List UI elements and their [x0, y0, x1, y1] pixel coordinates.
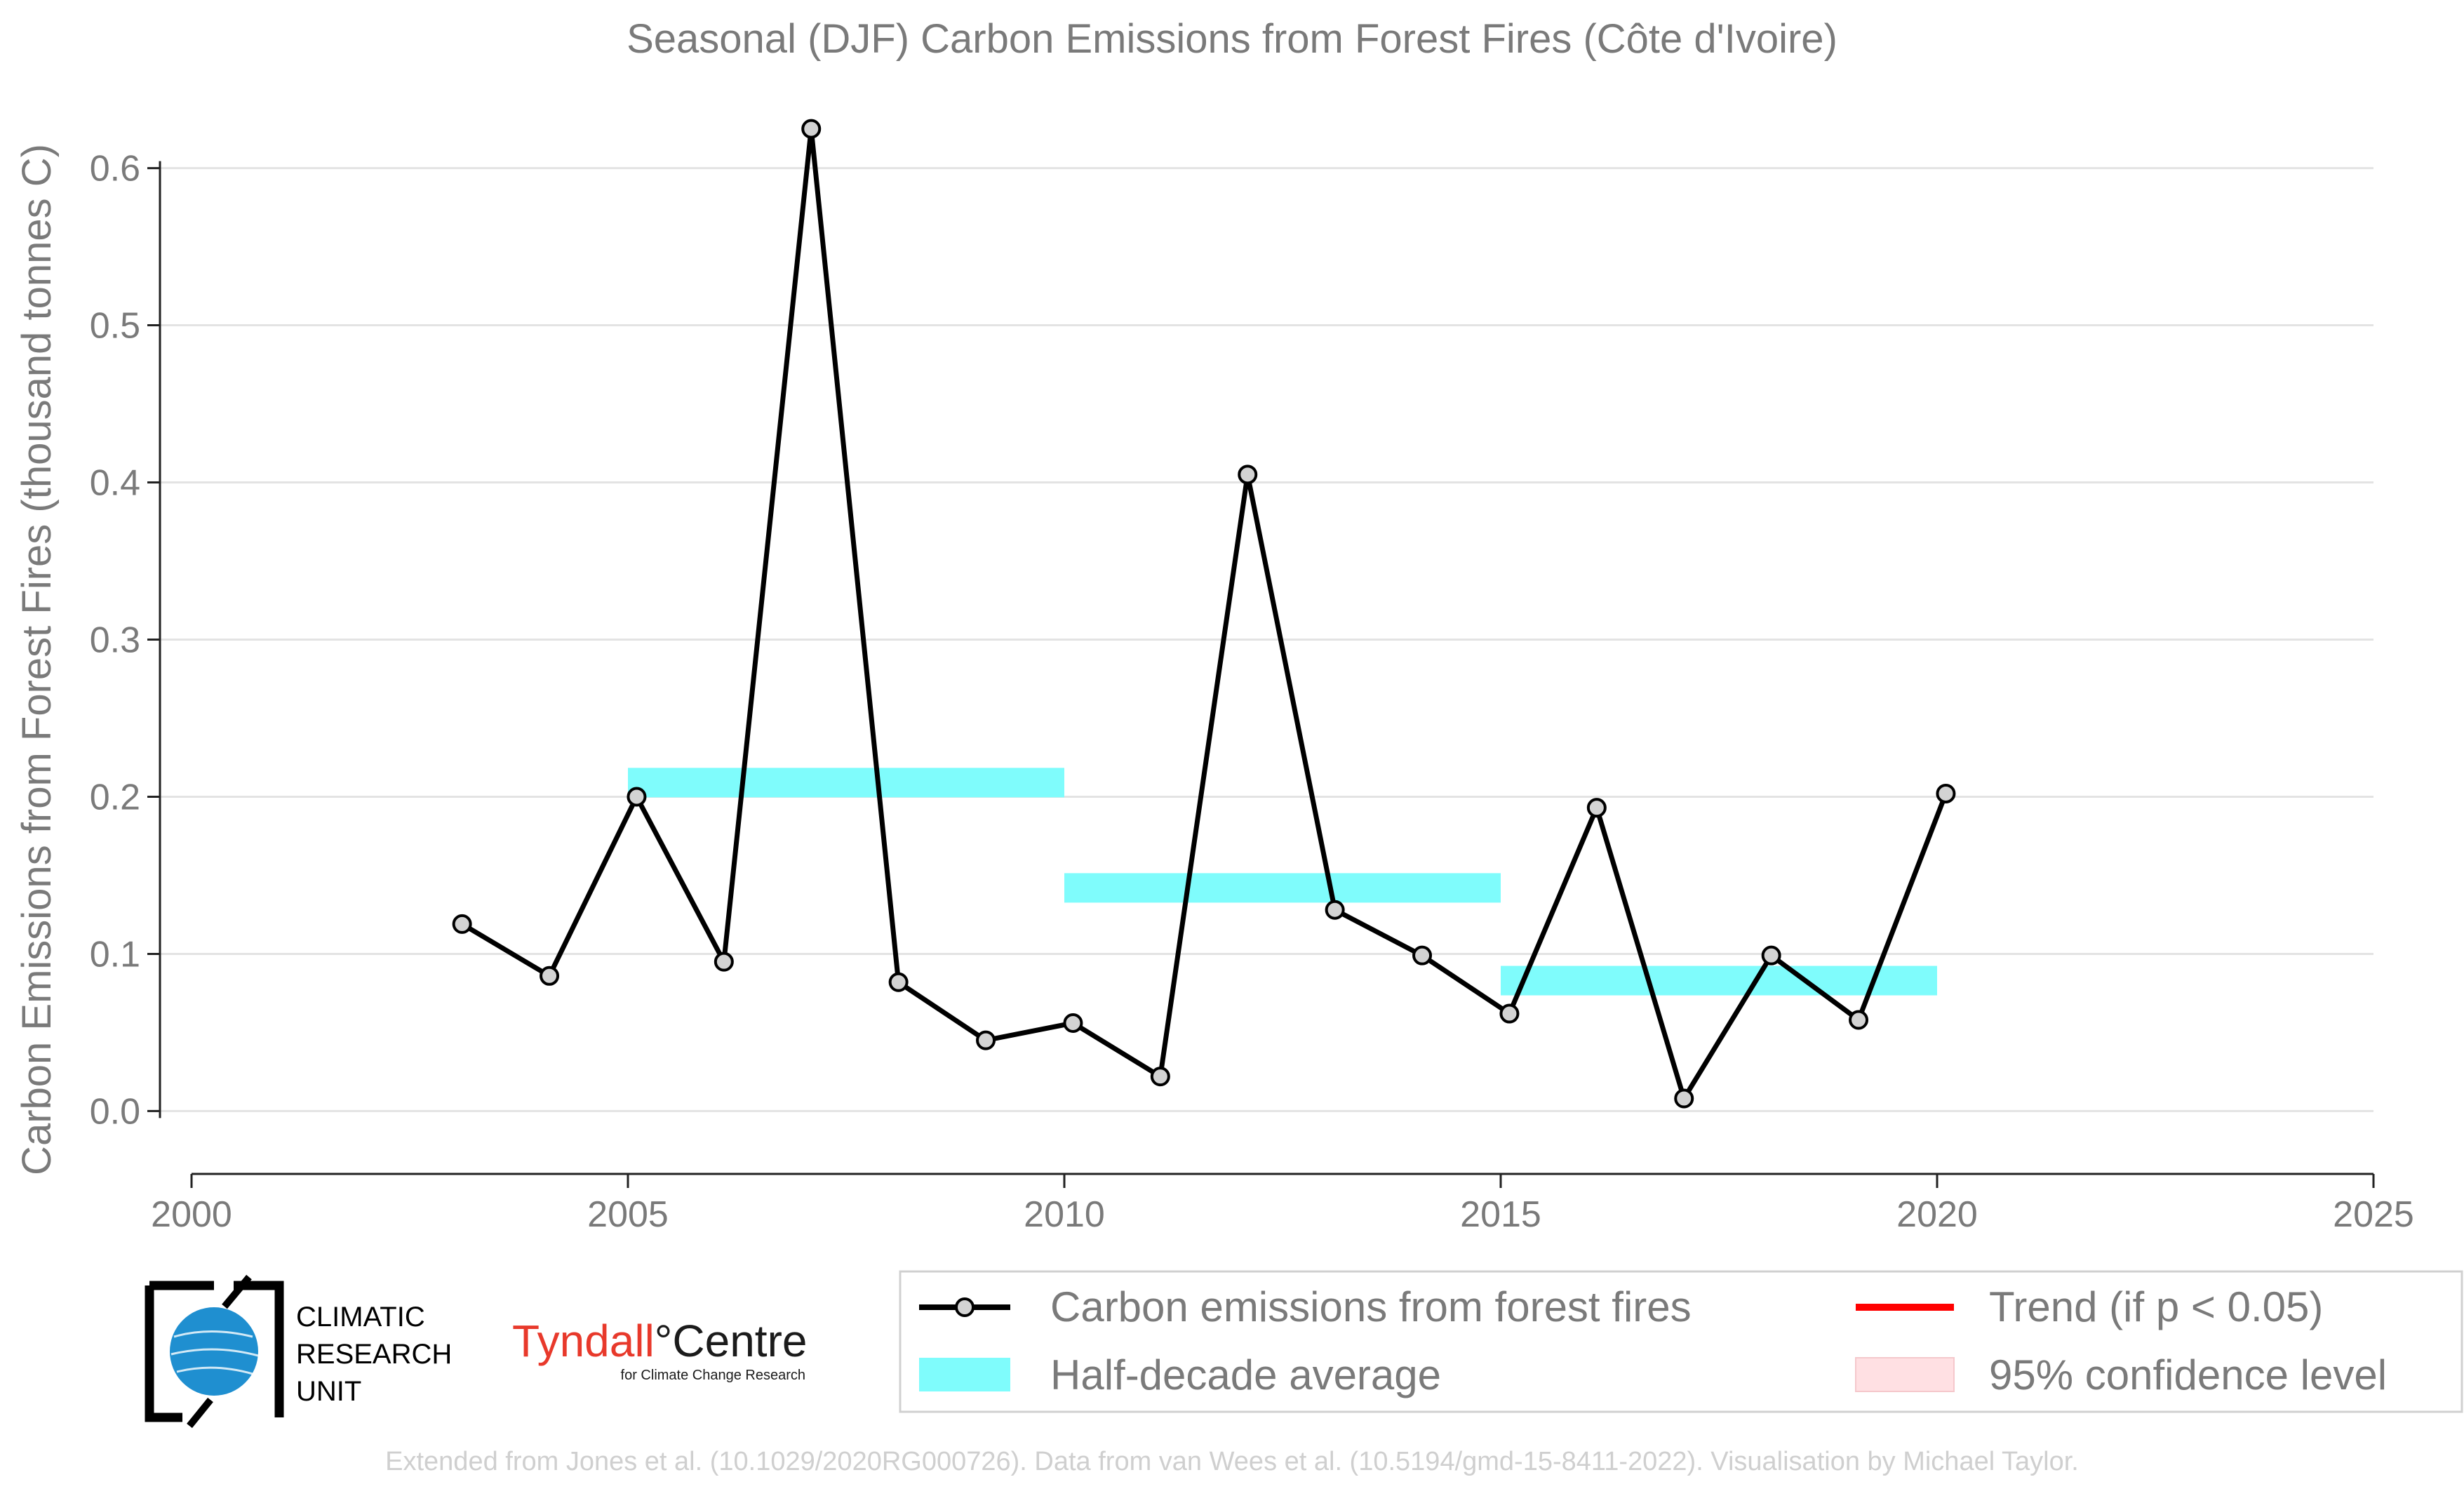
x-tick-label: 2000: [151, 1194, 232, 1235]
data-point: [1325, 900, 1345, 920]
legend-swatch-half-decade: [919, 1358, 1010, 1391]
data-point: [1849, 1010, 1869, 1030]
data-point: [976, 1030, 996, 1050]
data-point: [1499, 1003, 1520, 1024]
y-tick-labels: 0.0 0.1 0.2 0.3 0.4 0.5 0.6: [90, 149, 140, 1133]
legend-swatch-confidence: [1855, 1357, 1955, 1392]
legend-label-trend: Trend (if p < 0.05): [1989, 1283, 2323, 1330]
legend-box: [899, 1270, 2463, 1413]
cru-logo-line2: RESEARCH: [296, 1339, 452, 1370]
cru-logo-line3: UNIT: [296, 1376, 361, 1407]
data-point: [540, 966, 560, 986]
y-tick-label: 0.5: [90, 306, 140, 347]
data-point: [1412, 945, 1433, 966]
data-point: [1936, 783, 1956, 803]
data-point: [452, 914, 472, 934]
y-tick-label: 0.1: [90, 934, 140, 975]
x-tick-label: 2025: [2333, 1194, 2414, 1235]
data-point: [1674, 1088, 1694, 1109]
legend-label-emissions: Carbon emissions from forest fires: [1050, 1283, 1692, 1330]
grid-lines: [147, 167, 2373, 1112]
half-decade-band: [628, 768, 1064, 798]
series-carbon-emissions: [452, 119, 1956, 1109]
x-tick-labels: 2000 2005 2010 2015 2020 2025: [151, 1194, 2414, 1235]
footer-credits: Extended from Jones et al. (10.1029/2020…: [385, 1447, 2079, 1476]
data-point: [888, 972, 909, 992]
legend-label-half-decade: Half-decade average: [1050, 1351, 1441, 1398]
series-line: [460, 126, 1948, 1101]
chart-title: Seasonal (DJF) Carbon Emissions from For…: [627, 16, 1837, 62]
x-tick-label: 2005: [587, 1194, 669, 1235]
y-tick-label: 0.4: [90, 463, 140, 504]
axes: [159, 161, 2375, 1188]
data-point: [801, 119, 822, 139]
x-tick-label: 2020: [1896, 1194, 1978, 1235]
half-decade-band: [1501, 966, 1937, 996]
x-tick-label: 2010: [1024, 1194, 1105, 1235]
data-point: [1761, 945, 1781, 966]
y-tick-label: 0.3: [90, 620, 140, 661]
tyndall-logo: Tyndall°Centre for Climate Change Resear…: [512, 1316, 807, 1383]
data-point: [1150, 1067, 1170, 1087]
tyndall-logo-subtitle: for Climate Change Research: [621, 1368, 805, 1383]
legend-marker-emissions: [955, 1297, 975, 1317]
y-axis-label: Carbon Emissions from Forest Fires (thou…: [14, 144, 60, 1175]
data-point: [627, 787, 647, 807]
half-decade-average-bands: [628, 768, 1937, 996]
data-point: [1586, 798, 1607, 818]
cru-logo-line1: CLIMATIC: [296, 1302, 425, 1333]
cru-logo: CLIMATIC RESEARCH UNIT: [145, 1274, 452, 1429]
data-point: [1238, 465, 1258, 485]
svg-text:Tyndall°Centre: Tyndall°Centre: [512, 1316, 807, 1366]
legend-label-confidence: 95% confidence level: [1989, 1351, 2387, 1398]
x-tick-label: 2015: [1460, 1194, 1541, 1235]
y-tick-label: 0.2: [90, 777, 140, 817]
tyndall-logo-part2: °Centre: [655, 1316, 808, 1366]
data-point: [1063, 1013, 1083, 1033]
y-tick-label: 0.0: [90, 1091, 140, 1132]
data-point: [714, 951, 734, 972]
half-decade-band: [1064, 873, 1501, 903]
y-tick-label: 0.6: [90, 149, 140, 189]
tyndall-logo-part1: Tyndall: [512, 1316, 655, 1366]
legend: Carbon emissions from forest fires Trend…: [899, 1270, 2463, 1413]
